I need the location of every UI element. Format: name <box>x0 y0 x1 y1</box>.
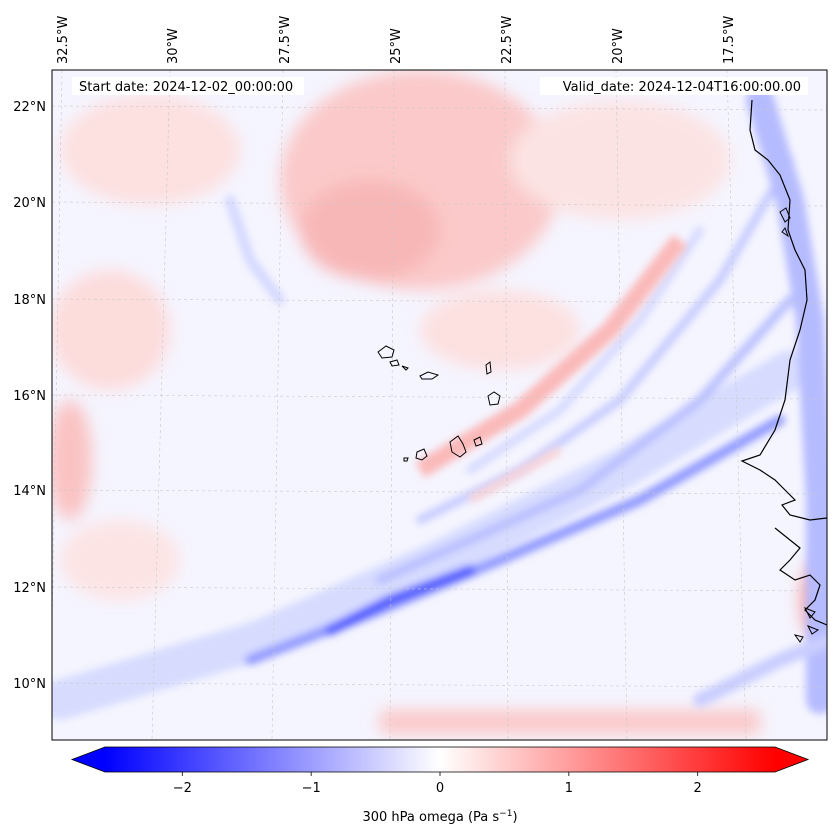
start-date-box <box>72 77 304 95</box>
lon-label: 25°W <box>389 28 404 64</box>
colorbar-label-exp: −1 <box>499 809 512 819</box>
colorbar-label-tail: ) <box>512 810 517 825</box>
lon-label: 32.5°W <box>56 16 71 64</box>
lon-label: 22.5°W <box>500 16 515 64</box>
lon-label: 30°W <box>166 28 181 64</box>
colorbar-tick-label: −1 <box>302 781 321 796</box>
valid-date-box <box>540 77 808 95</box>
start-date-label: Start date: 2024-12-02_00:00:00 <box>79 80 293 95</box>
colorbar-max-extend <box>775 747 808 772</box>
lat-label: 12°N <box>13 581 46 596</box>
cape-verde-islands <box>377 345 501 462</box>
colorbar-bar <box>105 747 775 772</box>
lat-label: 14°N <box>13 484 46 499</box>
colorbar-min-extend <box>72 747 105 772</box>
lon-label: 20°W <box>611 28 626 64</box>
colorbar-tick-label: 1 <box>565 781 573 796</box>
colorbar: −2 −1 0 1 2 300 hPa omega (Pa s−1) <box>70 746 810 825</box>
lon-label: 27.5°W <box>278 16 293 64</box>
longitude-labels: 32.5°W 30°W 27.5°W 25°W 22.5°W 20°W 17.5… <box>56 16 737 64</box>
lat-label: 10°N <box>13 677 46 692</box>
colorbar-tick-label: 0 <box>436 781 444 796</box>
map-frame <box>51 69 828 741</box>
graticule <box>52 70 827 740</box>
africa-coastline <box>740 99 827 521</box>
colorbar-label-main: 300 hPa omega (Pa s <box>362 810 499 825</box>
lat-label: 22°N <box>13 100 46 115</box>
valid-date-label: Valid_date: 2024-12-04T16:00:00.00 <box>563 80 801 95</box>
colorbar-tick-label: 2 <box>694 781 702 796</box>
colorbar-tick-label: −2 <box>173 781 192 796</box>
lat-label: 16°N <box>13 389 46 404</box>
lat-label: 20°N <box>13 196 46 211</box>
lon-label: 17.5°W <box>722 16 737 64</box>
lat-label: 18°N <box>13 293 46 308</box>
latitude-labels: 22°N 20°N 18°N 16°N 14°N 12°N 10°N <box>13 100 46 692</box>
omega-field <box>52 70 827 740</box>
colorbar-label: 300 hPa omega (Pa s−1) <box>362 809 517 825</box>
